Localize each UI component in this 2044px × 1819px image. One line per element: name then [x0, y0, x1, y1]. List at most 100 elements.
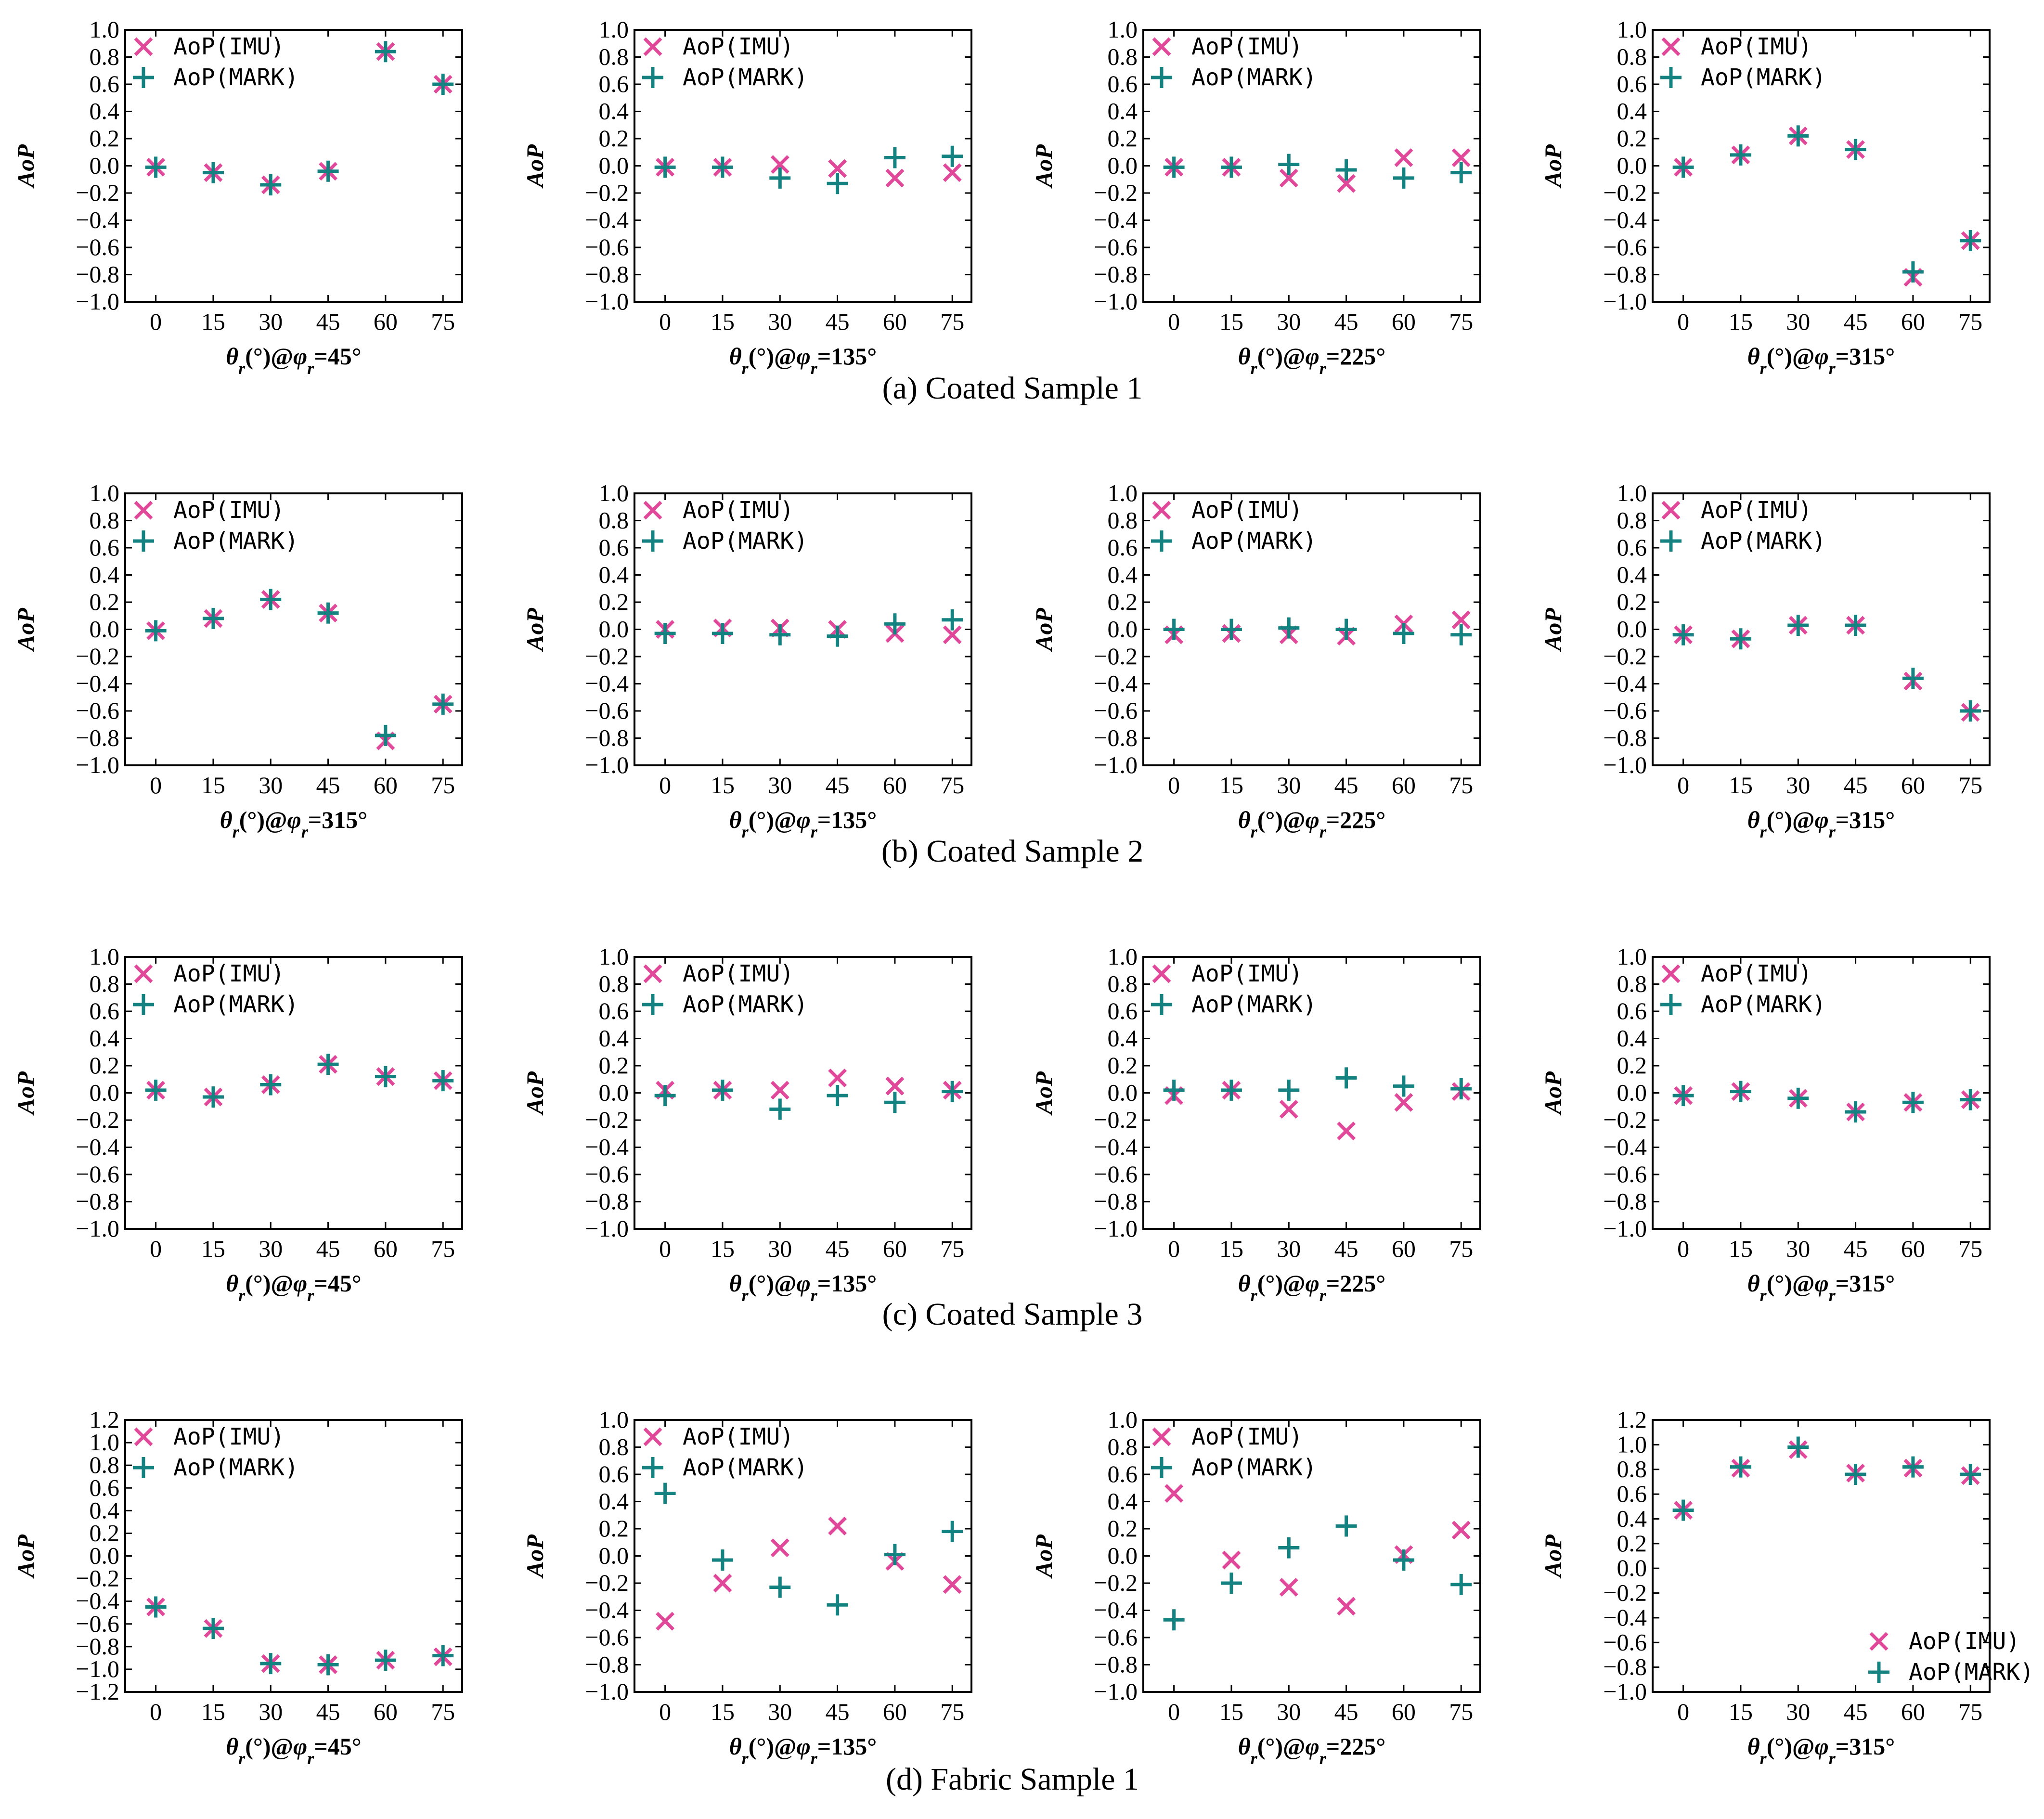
legend-imu-marker	[643, 501, 662, 520]
y-axis-label: AoP	[521, 144, 548, 189]
mark-point	[202, 607, 224, 629]
x-tick-label: 75	[1958, 1235, 1982, 1262]
y-tick-label: −0.6	[76, 233, 119, 260]
mark-point	[1163, 619, 1185, 640]
legend-mark-marker	[642, 530, 663, 552]
y-tick-label: 0.6	[599, 1460, 629, 1487]
y-tick-label: −0.8	[585, 1651, 629, 1678]
y-tick-label: −0.2	[585, 179, 629, 206]
legend: AoP(IMU) AoP(MARK)	[1151, 1423, 1317, 1481]
y-tick-label: −1.0	[76, 288, 119, 315]
mark-point	[942, 145, 963, 167]
x-tick-label: 15	[711, 772, 735, 799]
x-tick-label: 0	[659, 1235, 671, 1262]
mark-point	[712, 1549, 733, 1571]
legend: AoP(IMU) AoP(MARK)	[642, 1423, 808, 1481]
x-tick-label: 0	[1677, 1698, 1689, 1725]
y-tick-label: 1.0	[90, 1429, 120, 1456]
y-tick-label: 0.8	[90, 43, 120, 70]
imu-point	[656, 1612, 675, 1631]
x-tick-label: 75	[1449, 772, 1473, 799]
mark-point	[432, 1070, 454, 1092]
y-tick-label: 0.4	[1617, 98, 1647, 125]
subplot: −1.0−0.8−0.6−0.4−0.20.00.20.40.60.81.0 0 1…	[12, 16, 463, 378]
x-tick-label: 45	[826, 1235, 850, 1262]
y-tick-label: 0.0	[1108, 1542, 1138, 1569]
imu-point	[828, 1516, 847, 1535]
mark-point	[884, 147, 906, 168]
x-tick-label: 60	[883, 1235, 907, 1262]
y-tick-label: 0.2	[90, 1052, 120, 1079]
legend: AoP(IMU) AoP(MARK)	[133, 1423, 298, 1481]
y-tick-label: 0.0	[90, 1079, 120, 1106]
mark-point	[1902, 1456, 1924, 1478]
x-axis-label: θr(°)@φr=315°	[1747, 1270, 1895, 1305]
y-tick-label: 0.4	[90, 561, 120, 588]
legend: AoP(IMU) AoP(MARK)	[1151, 33, 1317, 91]
legend: AoP(IMU) AoP(MARK)	[642, 960, 808, 1018]
mark-point	[1730, 144, 1751, 166]
y-tick-label: −1.0	[585, 1215, 629, 1242]
y-tick-label: −0.8	[1094, 1188, 1138, 1215]
y-tick-label: 0.6	[1617, 534, 1647, 561]
y-axis-label: AoP	[521, 608, 548, 652]
legend-mark-label: AoP(MARK)	[173, 64, 298, 91]
imu-point	[1451, 610, 1471, 630]
x-axis-label: θr(°)@φr=135°	[729, 806, 877, 841]
imu-point	[1394, 1093, 1413, 1112]
y-tick-label: 0.0	[90, 1542, 120, 1569]
x-tick-label: 30	[768, 308, 792, 335]
mark-point	[1787, 615, 1809, 636]
y-axis-label: AoP	[12, 144, 39, 189]
mark-point	[145, 156, 167, 178]
legend: AoP(IMU) AoP(MARK)	[133, 33, 298, 91]
y-tick-label: 0.0	[1617, 1079, 1647, 1106]
imu-point	[1279, 1099, 1298, 1119]
mark-point	[1960, 700, 1981, 722]
imu-point	[1279, 168, 1298, 188]
legend-imu-label: AoP(IMU)	[683, 960, 794, 987]
imu-point	[943, 163, 962, 182]
y-tick-label: 0.0	[599, 1542, 629, 1569]
mark-point	[1672, 1499, 1694, 1521]
x-tick-label: 0	[1677, 308, 1689, 335]
x-tick-label: 30	[259, 1698, 283, 1725]
imu-point	[1337, 1597, 1356, 1616]
y-tick-label: 1.0	[599, 16, 629, 43]
x-tick-label: 45	[1844, 1698, 1868, 1725]
y-tick-label: −0.8	[1603, 1188, 1647, 1215]
mark-point	[1335, 1067, 1357, 1089]
legend: AoP(IMU) AoP(MARK)	[1660, 497, 1826, 555]
y-tick-label: 0.2	[90, 125, 120, 152]
mark-point	[769, 624, 791, 645]
mark-point	[827, 1594, 848, 1616]
caption-d: (d) Fabric Sample 1	[886, 1762, 1139, 1797]
y-tick-label: 0.8	[599, 1433, 629, 1460]
y-tick-label: −0.2	[1603, 643, 1647, 670]
y-tick-label: −0.6	[585, 1624, 629, 1651]
y-tick-label: −1.0	[1094, 1678, 1138, 1705]
y-tick-label: −0.6	[76, 697, 119, 724]
y-tick-label: 0.2	[599, 588, 629, 615]
subplot: −1.0−0.8−0.6−0.4−0.20.00.20.40.60.81.0 0 1…	[521, 479, 972, 841]
y-tick-label: 0.0	[1617, 152, 1647, 179]
y-axis-label: AoP	[12, 608, 39, 652]
y-tick-label: 1.0	[1617, 943, 1647, 970]
y-tick-label: 0.4	[90, 1025, 120, 1052]
subplot-grid: −1.0−0.8−0.6−0.4−0.20.00.20.40.60.81.00 1…	[12, 16, 2034, 1768]
mark-point	[432, 74, 454, 95]
y-tick-label: 0.4	[1617, 1025, 1647, 1052]
legend: AoP(IMU) AoP(MARK)	[133, 497, 298, 555]
y-tick-label: −0.2	[76, 1565, 119, 1592]
x-tick-label: 15	[201, 1698, 225, 1725]
x-tick-label: 45	[316, 772, 340, 799]
legend: AoP(IMU) AoP(MARK)	[642, 497, 808, 555]
x-tick-label: 15	[1729, 1235, 1753, 1262]
mark-point	[884, 1092, 906, 1113]
y-tick-label: 0.0	[1108, 1079, 1138, 1106]
legend-mark-label: AoP(MARK)	[683, 1454, 808, 1481]
imu-point	[1337, 174, 1356, 193]
y-tick-label: −0.6	[1094, 1161, 1138, 1187]
y-tick-label: 0.6	[90, 1474, 120, 1501]
mark-point	[317, 1054, 339, 1075]
